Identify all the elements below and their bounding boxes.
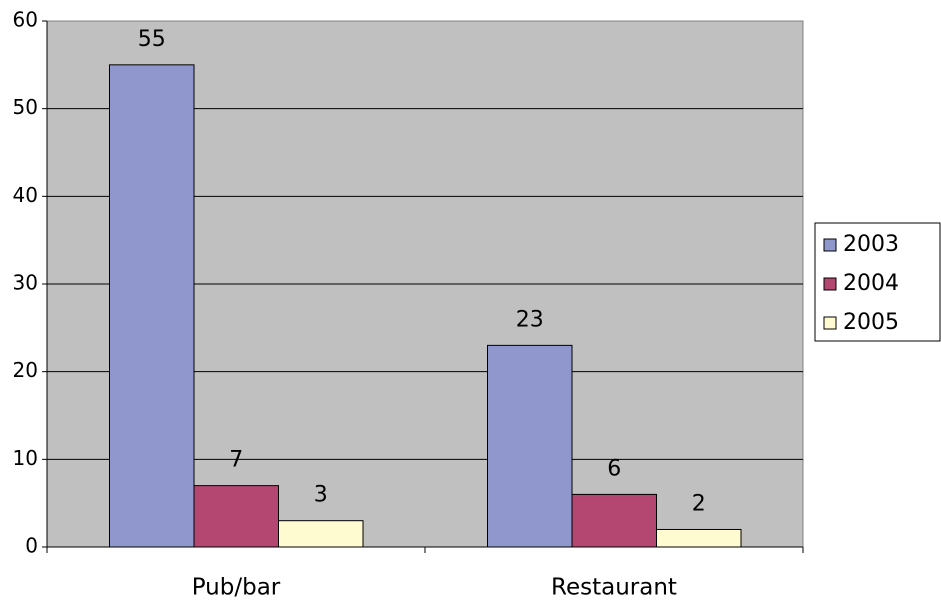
data-label: 7 — [229, 448, 243, 473]
legend-swatch — [823, 238, 837, 252]
legend-swatch — [823, 277, 837, 291]
y-tick-label: 20 — [13, 358, 38, 382]
x-tick-label: Pub/bar — [192, 575, 281, 601]
y-tick-label: 40 — [13, 183, 38, 207]
data-label: 23 — [516, 307, 544, 332]
legend-label: 2004 — [843, 271, 899, 296]
legend-label: 2005 — [843, 310, 899, 335]
data-label: 6 — [607, 456, 621, 481]
bar — [109, 64, 195, 548]
data-label: 55 — [138, 27, 166, 52]
y-tick-label: 60 — [13, 8, 38, 32]
bar — [656, 528, 742, 548]
y-tick-label: 50 — [13, 95, 38, 119]
data-label: 3 — [314, 483, 328, 508]
bar — [487, 344, 573, 548]
bar — [571, 493, 657, 548]
legend-label: 2003 — [843, 232, 899, 257]
y-tick-label: 0 — [25, 534, 38, 558]
x-tick-label: Restaurant — [551, 575, 677, 601]
bar — [193, 485, 279, 548]
legend-swatch — [823, 316, 837, 330]
bar — [278, 520, 364, 548]
data-label: 2 — [692, 491, 706, 516]
y-tick-label: 10 — [13, 446, 38, 470]
y-tick-label: 30 — [13, 271, 38, 295]
